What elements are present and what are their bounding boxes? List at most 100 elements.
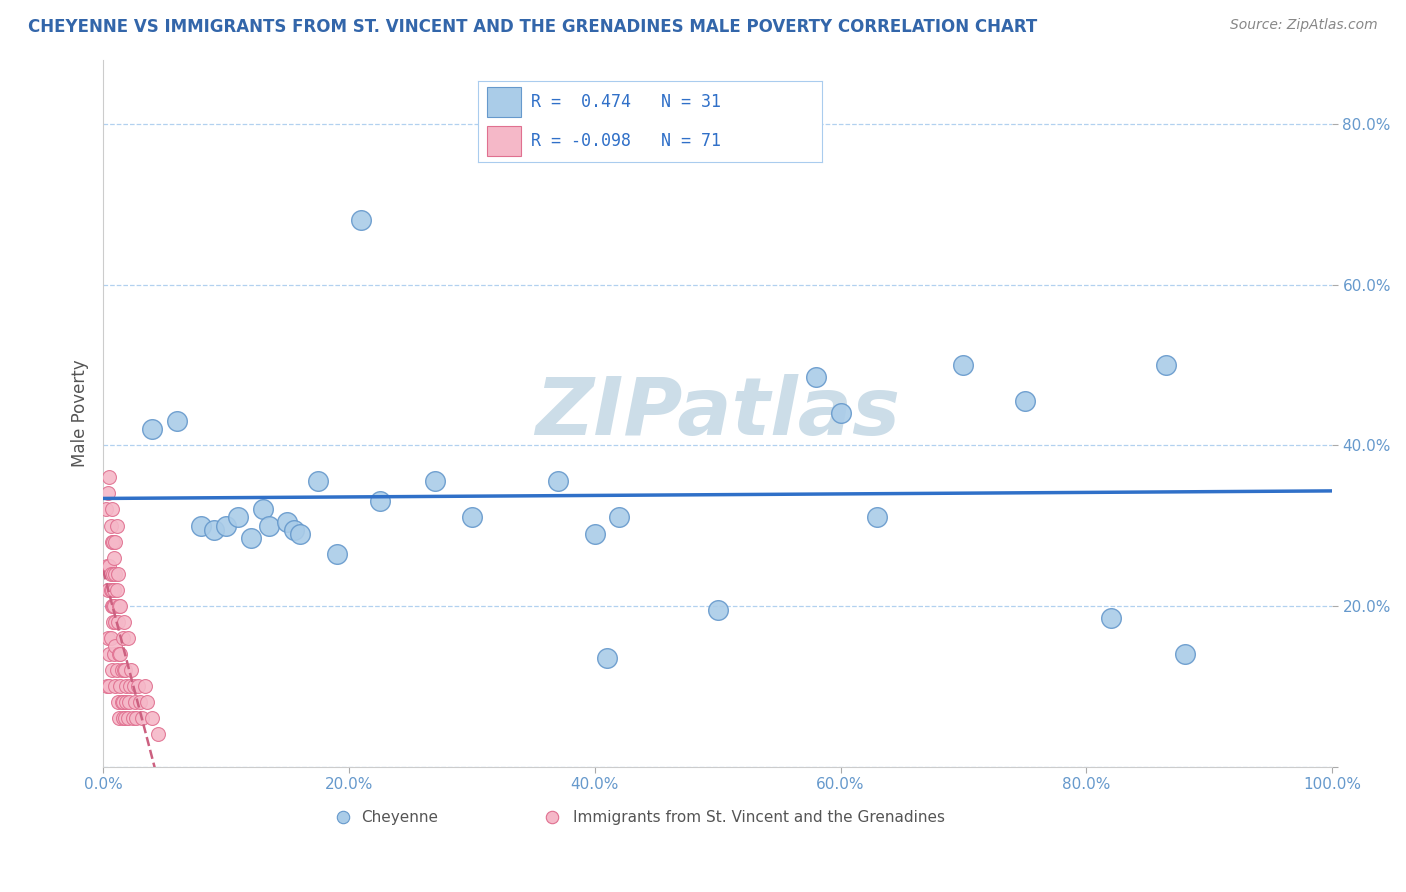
- Text: Cheyenne: Cheyenne: [361, 810, 439, 825]
- Point: [125, 711, 148, 725]
- Point: [101, 566, 124, 581]
- Point: [830, 406, 852, 420]
- Point: [104, 679, 127, 693]
- Point: [97, 631, 120, 645]
- Point: [105, 663, 128, 677]
- Point: [115, 695, 138, 709]
- Text: Immigrants from St. Vincent and the Grenadines: Immigrants from St. Vincent and the Gren…: [572, 810, 945, 825]
- Point: [866, 510, 889, 524]
- Point: [804, 370, 827, 384]
- Point: [103, 647, 125, 661]
- Point: [100, 599, 122, 613]
- Point: [121, 711, 143, 725]
- Point: [952, 358, 974, 372]
- Point: [215, 518, 238, 533]
- Point: [226, 510, 249, 524]
- Point: [107, 566, 129, 581]
- Text: Source: ZipAtlas.com: Source: ZipAtlas.com: [1230, 18, 1378, 32]
- Text: ZIPatlas: ZIPatlas: [536, 374, 900, 452]
- Point: [134, 679, 156, 693]
- Point: [105, 518, 128, 533]
- Point: [141, 711, 163, 725]
- Point: [101, 599, 124, 613]
- Point: [307, 475, 329, 489]
- Point: [110, 695, 132, 709]
- Point: [141, 422, 163, 436]
- Point: [104, 534, 127, 549]
- Point: [97, 582, 120, 597]
- Point: [368, 494, 391, 508]
- Point: [107, 695, 129, 709]
- Point: [190, 518, 212, 533]
- Point: [96, 558, 118, 573]
- Point: [127, 679, 149, 693]
- Point: [239, 531, 262, 545]
- Point: [114, 711, 136, 725]
- Point: [110, 663, 132, 677]
- Point: [325, 547, 347, 561]
- Point: [118, 695, 141, 709]
- Point: [583, 526, 606, 541]
- Point: [423, 475, 446, 489]
- Point: [547, 475, 569, 489]
- Point: [350, 213, 373, 227]
- Point: [96, 679, 118, 693]
- Point: [596, 651, 619, 665]
- Point: [1154, 358, 1177, 372]
- Point: [540, 817, 562, 831]
- Point: [136, 695, 159, 709]
- Point: [108, 599, 131, 613]
- Point: [110, 599, 132, 613]
- Point: [112, 615, 135, 629]
- Point: [288, 526, 311, 541]
- Point: [108, 711, 131, 725]
- Point: [120, 679, 142, 693]
- Point: [103, 550, 125, 565]
- Point: [202, 523, 225, 537]
- Point: [111, 695, 134, 709]
- Point: [1099, 611, 1122, 625]
- Point: [104, 566, 127, 581]
- Point: [276, 515, 298, 529]
- Y-axis label: Male Poverty: Male Poverty: [72, 359, 89, 467]
- Point: [117, 711, 139, 725]
- Point: [110, 679, 132, 693]
- Point: [122, 679, 145, 693]
- Point: [1174, 647, 1197, 661]
- Point: [166, 414, 188, 428]
- Point: [607, 510, 630, 524]
- Point: [98, 647, 121, 661]
- Point: [103, 582, 125, 597]
- Point: [100, 631, 122, 645]
- Point: [112, 663, 135, 677]
- Point: [111, 711, 134, 725]
- Point: [107, 615, 129, 629]
- Point: [104, 615, 127, 629]
- Text: CHEYENNE VS IMMIGRANTS FROM ST. VINCENT AND THE GRENADINES MALE POVERTY CORRELAT: CHEYENNE VS IMMIGRANTS FROM ST. VINCENT …: [28, 18, 1038, 36]
- Point: [101, 534, 124, 549]
- Point: [111, 631, 134, 645]
- Point: [104, 639, 127, 653]
- Point: [131, 711, 153, 725]
- Point: [332, 817, 354, 831]
- Point: [124, 695, 146, 709]
- Point: [115, 679, 138, 693]
- Point: [1014, 394, 1036, 409]
- Point: [98, 470, 121, 484]
- Point: [252, 502, 274, 516]
- Point: [110, 647, 132, 661]
- Point: [100, 582, 122, 597]
- Point: [97, 486, 120, 500]
- Point: [257, 518, 280, 533]
- Point: [706, 603, 728, 617]
- Point: [98, 558, 121, 573]
- Point: [100, 663, 122, 677]
- Point: [94, 502, 117, 516]
- Point: [100, 582, 122, 597]
- Point: [100, 518, 122, 533]
- Point: [101, 615, 124, 629]
- Point: [100, 566, 122, 581]
- Point: [100, 534, 122, 549]
- Point: [129, 695, 152, 709]
- Point: [117, 631, 139, 645]
